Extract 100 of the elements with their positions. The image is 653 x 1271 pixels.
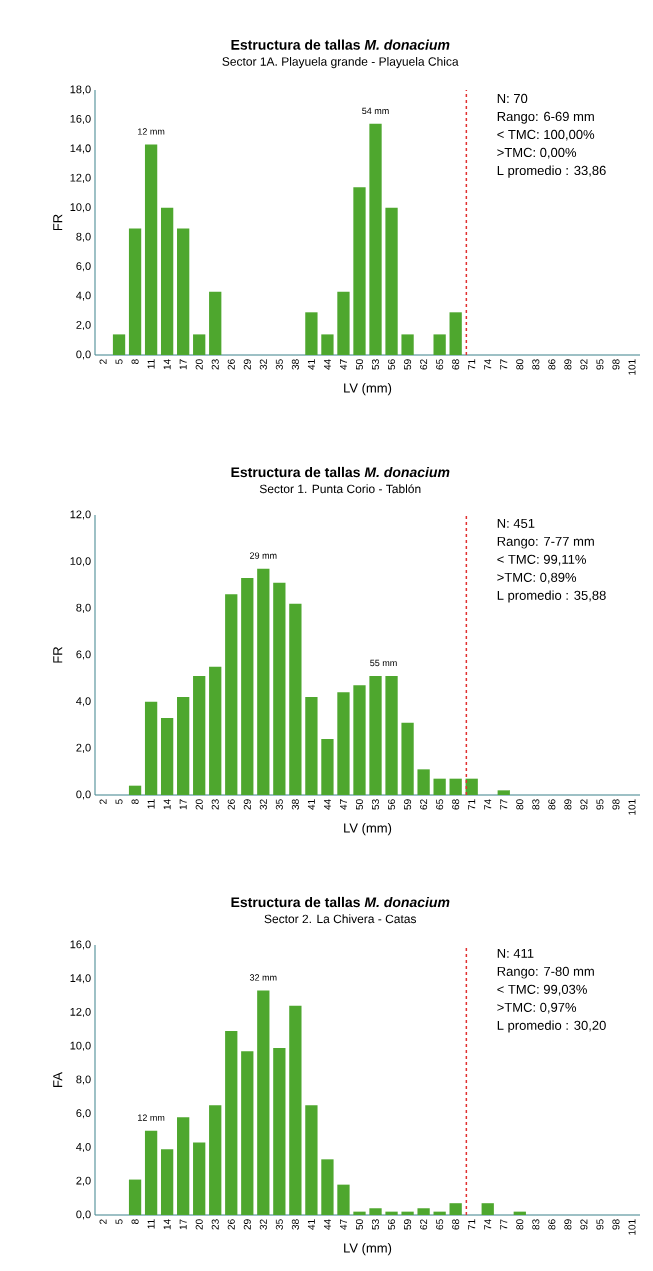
- x-tick-label: 5: [115, 359, 123, 365]
- y-tick-label: 8,0: [76, 603, 91, 613]
- chart-subtitle: Sector 2. La Chivera - Catas: [264, 914, 417, 924]
- x-tick-label: 86: [548, 359, 556, 370]
- bar: [160, 1149, 174, 1216]
- y-tick-label: 6,0: [76, 650, 91, 660]
- x-tick-label: 92: [580, 359, 588, 370]
- annotation: 12 mm: [138, 128, 165, 135]
- x-tick-label: 98: [612, 1219, 620, 1230]
- bar: [160, 207, 174, 355]
- x-tick-label: 56: [388, 1219, 396, 1230]
- bar: [305, 1105, 318, 1216]
- x-tick-label: 5: [115, 1219, 123, 1225]
- y-tick-label: 16,0: [70, 940, 91, 950]
- x-tick-label: 95: [596, 1219, 604, 1230]
- y-tick-label: 8,0: [76, 232, 91, 242]
- x-tick-label: 80: [516, 799, 524, 810]
- x-tick-label: 74: [484, 799, 492, 810]
- y-tick-label: 6,0: [76, 262, 91, 272]
- x-tick-label: 65: [436, 1219, 444, 1230]
- x-tick-label: 23: [211, 359, 219, 370]
- x-tick-label: 68: [452, 359, 460, 370]
- x-tick-label: 26: [227, 1219, 235, 1230]
- bar: [225, 1031, 238, 1216]
- x-tick-label: 17: [179, 799, 187, 810]
- x-tick-label: 17: [179, 359, 187, 370]
- x-tick-label: 35: [275, 359, 283, 370]
- x-tick-label: 20: [195, 359, 203, 370]
- bar: [449, 1203, 462, 1216]
- x-tick-label: 92: [580, 799, 588, 810]
- bar: [369, 123, 382, 355]
- bar: [273, 1047, 286, 1216]
- x-axis-title: LV (mm): [344, 823, 392, 836]
- x-tick-label: 14: [163, 799, 171, 810]
- annotation: N: 411: [497, 948, 534, 958]
- y-tick-label: 16,0: [70, 114, 91, 124]
- x-tick-label: 50: [355, 359, 364, 370]
- x-tick-label: 11: [147, 359, 155, 369]
- x-tick-label: 71: [468, 359, 476, 370]
- x-tick-label: 98: [612, 799, 620, 810]
- bar: [465, 778, 478, 796]
- annotation: L promedio : 35,88: [497, 590, 606, 603]
- annotation: L promedio : 30,20: [497, 1020, 606, 1033]
- bar: [193, 1142, 206, 1216]
- x-tick-label: 86: [548, 1219, 556, 1230]
- x-tick-label: 89: [564, 1219, 572, 1230]
- y-tick-label: 2,0: [76, 1176, 91, 1186]
- x-tick-label: 83: [532, 359, 540, 370]
- y-tick-label: 4,0: [76, 291, 91, 301]
- x-tick-label: 101: [628, 359, 636, 375]
- bar: [144, 144, 158, 355]
- x-tick-label: 71: [468, 799, 476, 810]
- x-tick-label: 65: [436, 359, 444, 370]
- bar: [225, 594, 238, 796]
- bar: [177, 697, 190, 796]
- x-tick-label: 23: [211, 799, 219, 810]
- y-tick-label: 10,0: [70, 1041, 91, 1051]
- y-tick-label: 2,0: [76, 321, 91, 331]
- bar: [353, 685, 366, 796]
- annotation: 29 mm: [250, 552, 277, 559]
- x-tick-label: 50: [355, 1219, 364, 1230]
- x-tick-label: 26: [227, 359, 235, 370]
- y-axis-title: FR: [53, 214, 63, 231]
- bar: [481, 1203, 494, 1216]
- x-tick-label: 83: [532, 1219, 540, 1230]
- y-tick-label: 8,0: [76, 1075, 91, 1085]
- x-tick-label: 2: [99, 1219, 107, 1224]
- x-tick-label: 32: [259, 359, 267, 370]
- y-tick-label: 0,0: [76, 350, 91, 360]
- bar: [321, 739, 334, 796]
- annotation: >TMC: 0,97%: [497, 1002, 577, 1014]
- y-tick-label: 14,0: [70, 144, 91, 154]
- bar: [385, 676, 398, 796]
- x-tick-label: 41: [307, 799, 315, 810]
- x-tick-label: 74: [484, 359, 492, 370]
- x-tick-label: 83: [532, 799, 540, 810]
- bar: [193, 334, 206, 355]
- x-tick-label: 14: [163, 1219, 171, 1230]
- x-tick-label: 44: [323, 799, 331, 810]
- x-tick-label: 101: [628, 799, 636, 815]
- x-tick-label: 17: [179, 1219, 187, 1230]
- x-tick-label: 56: [388, 359, 396, 370]
- bar: [241, 1051, 254, 1216]
- bar: [289, 603, 302, 796]
- x-tick-label: 68: [452, 799, 460, 810]
- x-tick-label: 62: [420, 1219, 428, 1230]
- chart-title: Estructura de tallas M. donacium: [231, 466, 450, 478]
- x-tick-label: 29: [243, 799, 251, 810]
- bar: [177, 228, 190, 355]
- bar: [128, 1179, 142, 1216]
- bar: [353, 1211, 366, 1216]
- bar: [433, 334, 446, 355]
- annotation: < TMC: 99,11%: [497, 554, 586, 566]
- x-tick-label: 62: [420, 359, 428, 370]
- bar: [112, 334, 126, 355]
- x-tick-label: 38: [291, 799, 299, 810]
- x-tick-label: 50: [355, 799, 364, 810]
- bar: [321, 334, 334, 355]
- bar: [337, 692, 350, 796]
- bar: [241, 578, 254, 796]
